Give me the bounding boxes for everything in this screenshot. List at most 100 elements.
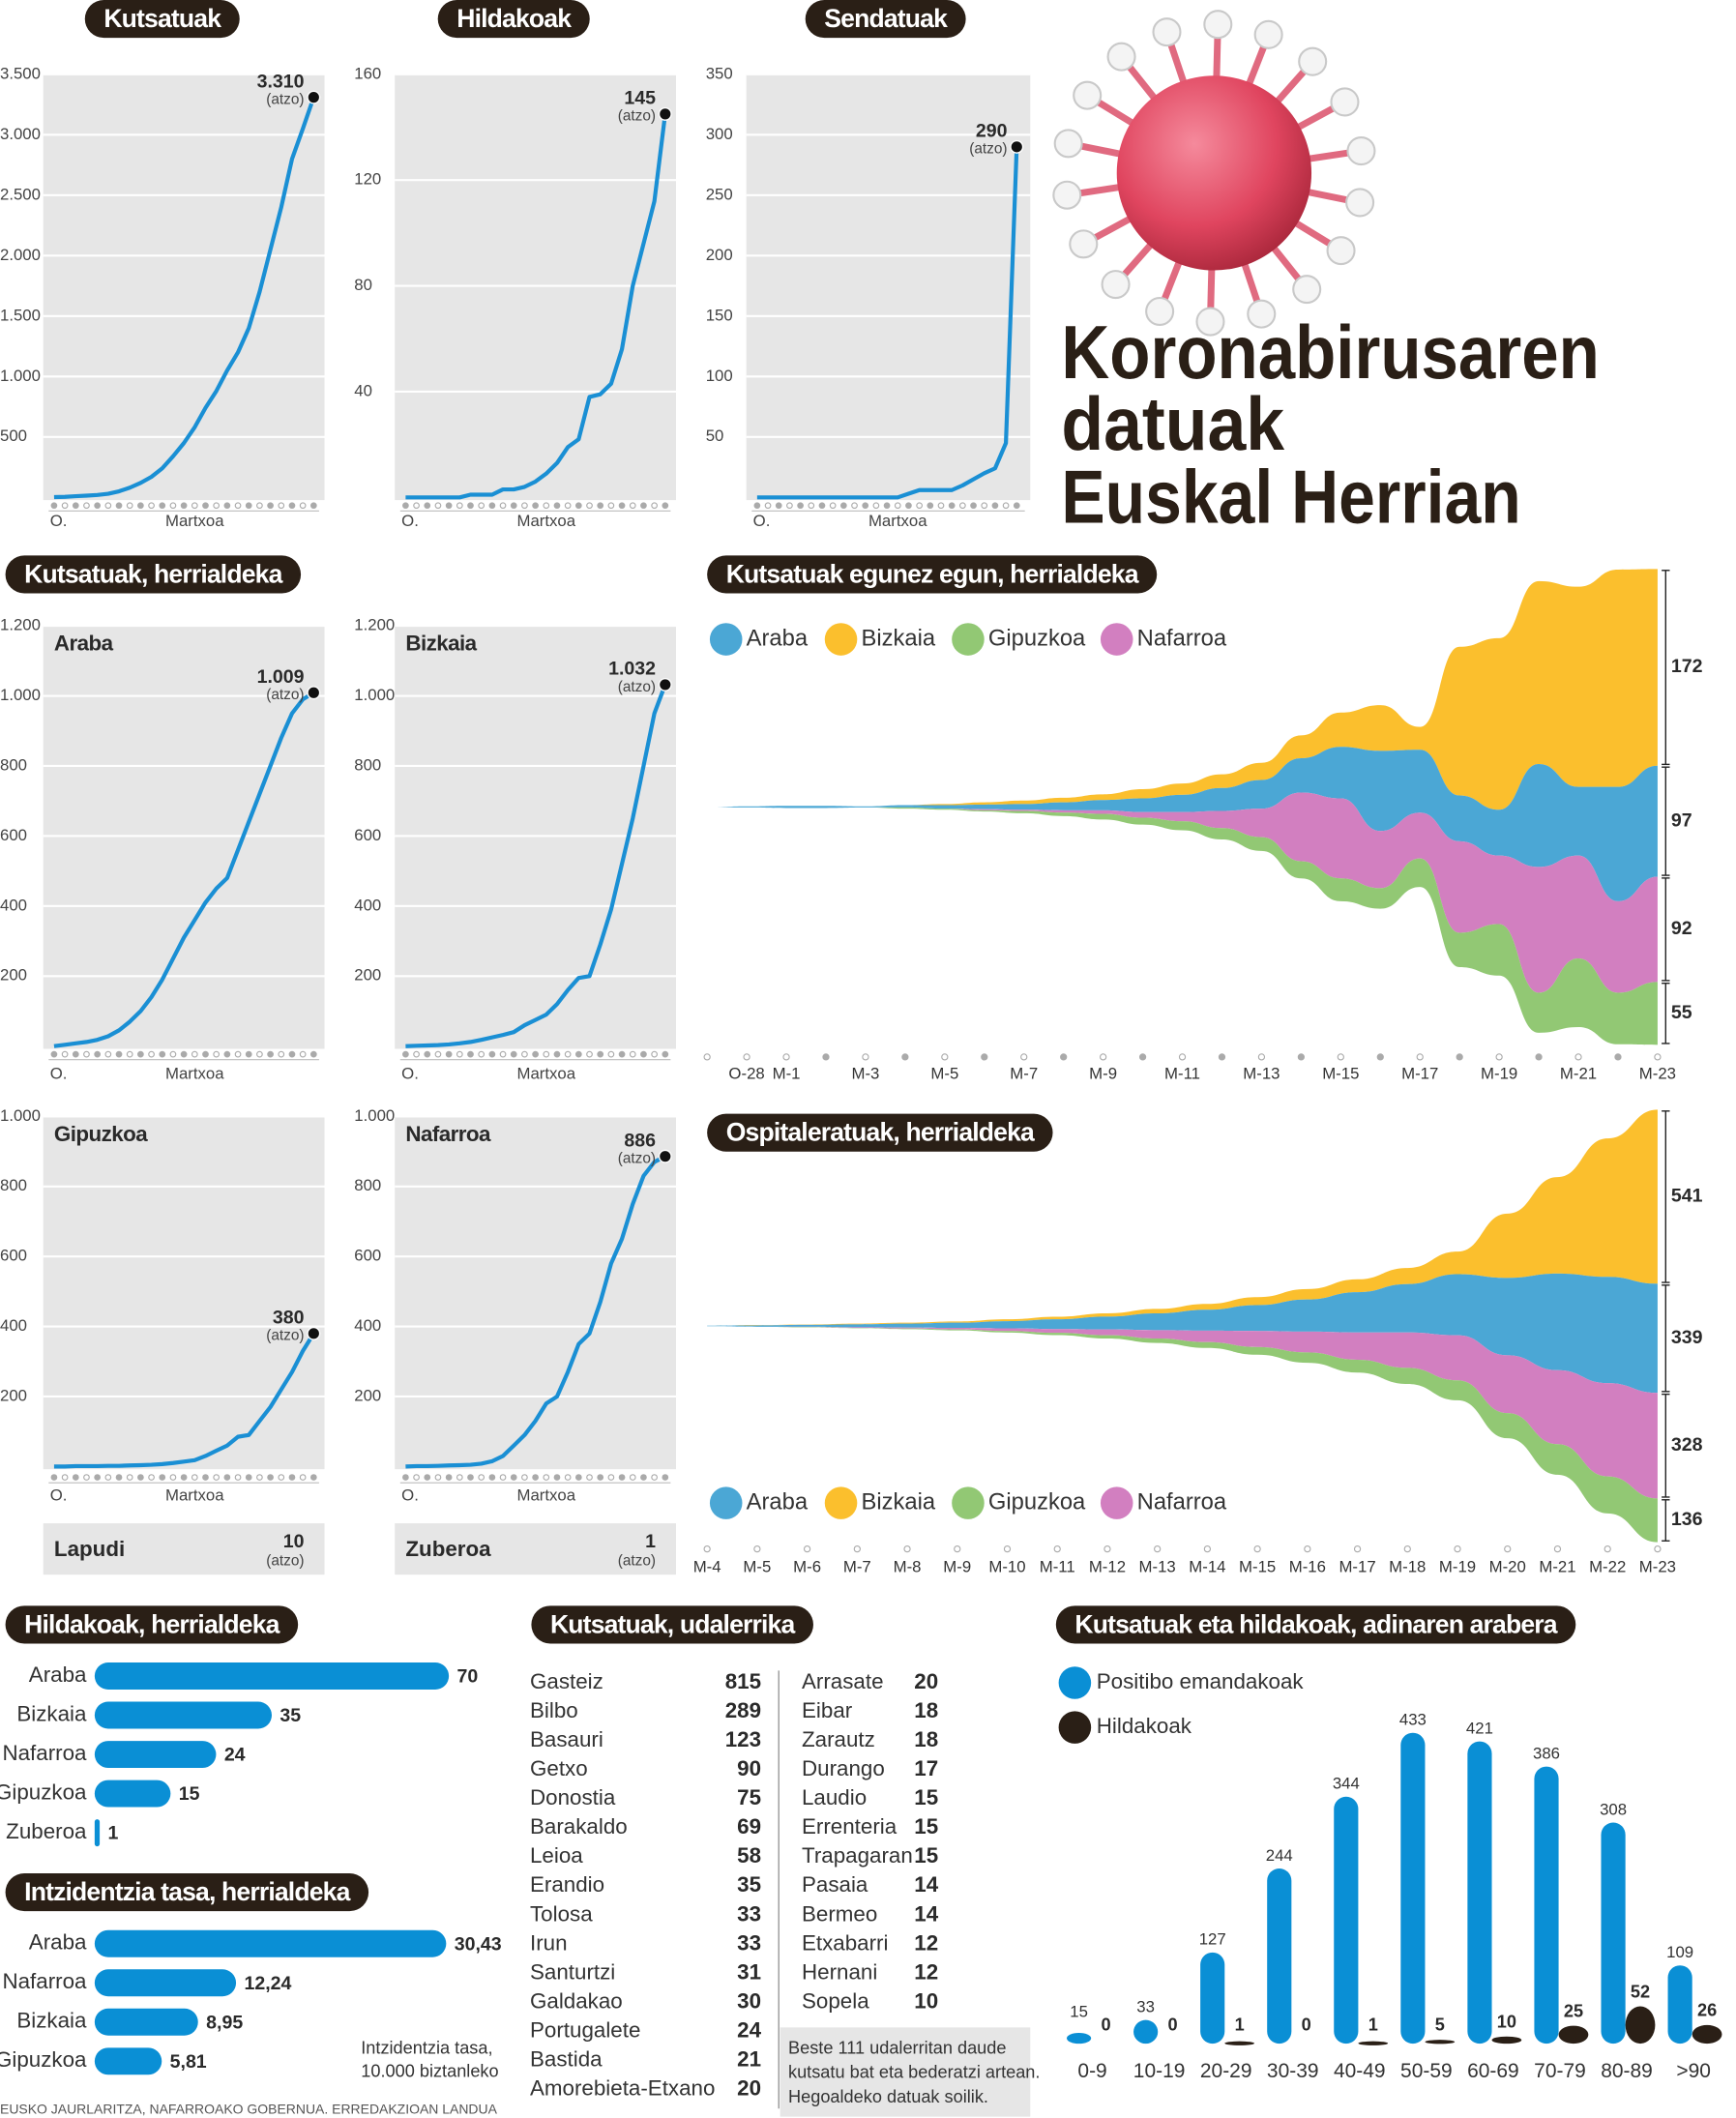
x-tick-dot xyxy=(288,1050,296,1058)
x-tick-dot xyxy=(1002,502,1010,510)
category-label: Araba xyxy=(29,1662,87,1687)
virus-tip xyxy=(1052,180,1082,210)
legend-label: Gipuzkoa xyxy=(988,1488,1086,1515)
x-tick-dot xyxy=(83,502,90,510)
section-title: Hildakoak, herrialdeka xyxy=(24,1609,280,1638)
end-label: 136 xyxy=(1671,1509,1703,1530)
x-tick-dot xyxy=(169,1474,177,1481)
town-name: Eibar xyxy=(802,1698,853,1722)
stream-area xyxy=(707,1273,1658,1394)
x-tick-label: 50-59 xyxy=(1400,2060,1453,2082)
value-label: 24 xyxy=(224,1745,246,1766)
x-tick-dot xyxy=(808,502,815,510)
section-title: Kutsatuak egunez egun, herrialdeka xyxy=(726,559,1139,588)
x-tick-label: O. xyxy=(50,1065,68,1083)
y-tick-label: 1.200 xyxy=(0,616,41,634)
x-tick-dot xyxy=(488,1474,496,1481)
note: 10.000 biztanleko xyxy=(361,2061,498,2080)
x-tick-dot xyxy=(651,502,658,510)
x-tick-dot xyxy=(267,502,274,510)
x-tick-dot xyxy=(1614,1053,1622,1061)
y-tick-label: 1.000 xyxy=(0,1106,41,1125)
x-tick-label: M-17 xyxy=(1401,1065,1438,1083)
virus-tip xyxy=(1152,17,1182,47)
x-tick-dot xyxy=(1003,1544,1012,1553)
section-pill xyxy=(5,1873,369,1912)
town-value: 14 xyxy=(914,1872,938,1897)
y-tick-label: 1.200 xyxy=(354,616,395,634)
category-label: Nafarroa xyxy=(2,1969,87,1993)
legend-label: Nafarroa xyxy=(1137,625,1227,651)
x-tick-dot xyxy=(894,502,901,510)
town-name: Zarautz xyxy=(802,1727,875,1751)
value-label: 5,81 xyxy=(170,2051,207,2073)
legend-swatch xyxy=(952,1486,985,1519)
y-tick-label: 100 xyxy=(706,367,733,385)
section-title: Kutsatuak, udalerrika xyxy=(550,1609,795,1638)
y-tick-label: 1.500 xyxy=(0,306,41,324)
y-tick-label: 800 xyxy=(0,1176,27,1194)
extra-note: (atzo) xyxy=(266,1552,304,1569)
town-name: Amorebieta-Etxano xyxy=(530,2076,715,2101)
x-tick-dot xyxy=(488,502,496,510)
x-tick-dot xyxy=(959,502,966,510)
x-tick-label: M-5 xyxy=(930,1065,958,1083)
bar xyxy=(94,1662,450,1690)
x-tick-label: M-12 xyxy=(1089,1558,1126,1576)
x-tick-dot xyxy=(662,1474,669,1481)
x-tick-dot xyxy=(553,1474,561,1481)
x-tick-dot xyxy=(180,1474,188,1481)
y-tick-label: 1.000 xyxy=(354,1106,395,1125)
x-tick-dot xyxy=(618,502,626,510)
x-tick-dot xyxy=(61,502,69,510)
x-tick-dot xyxy=(424,1474,431,1481)
town-value: 12 xyxy=(914,1959,938,1984)
x-tick-label: 20-29 xyxy=(1200,2060,1252,2082)
x-tick-dot xyxy=(115,502,123,510)
extra-name: Zuberoa xyxy=(405,1537,491,1561)
x-tick-dot xyxy=(521,1474,528,1481)
end-note: (atzo) xyxy=(618,679,656,695)
x-tick-label: 80-89 xyxy=(1601,2060,1653,2082)
stream-area xyxy=(707,1326,1658,1543)
x-tick-dot xyxy=(499,1050,507,1058)
x-tick-dot xyxy=(851,502,858,510)
x-tick-dot xyxy=(553,1050,561,1058)
value-label: 421 xyxy=(1466,1719,1493,1737)
x-tick-dot xyxy=(629,502,636,510)
y-tick-label: 500 xyxy=(0,427,27,445)
x-tick-label: Martxoa xyxy=(516,512,575,530)
y-tick-label: 2.000 xyxy=(0,246,41,264)
x-tick-dot xyxy=(267,1050,274,1058)
end-point xyxy=(658,106,672,121)
y-tick-label: 400 xyxy=(354,1316,381,1335)
x-tick-label: M-7 xyxy=(1010,1065,1038,1083)
section-title: Kutsatuak xyxy=(103,4,221,33)
x-tick-label: O. xyxy=(753,512,771,530)
value-label: 10 xyxy=(1497,2013,1516,2032)
chart-title: Nafarroa xyxy=(405,1122,491,1146)
x-tick-dot xyxy=(424,1050,431,1058)
x-tick-dot xyxy=(818,502,826,510)
x-tick-dot xyxy=(299,1050,307,1058)
virus-tip xyxy=(1345,188,1375,218)
y-tick-label: 800 xyxy=(0,755,27,774)
y-tick-label: 80 xyxy=(354,276,372,294)
end-point xyxy=(658,1149,672,1163)
note: Intzidentzia tasa, xyxy=(361,2039,492,2058)
death-mark xyxy=(1224,2041,1255,2045)
town-name: Bastida xyxy=(530,2047,603,2072)
x-tick-dot xyxy=(564,1050,572,1058)
x-tick-dot xyxy=(803,1544,811,1553)
x-tick-dot xyxy=(937,502,945,510)
y-tick-label: 120 xyxy=(354,170,381,189)
legend-label: Positibo emandakoak xyxy=(1097,1669,1305,1693)
x-tick-dot xyxy=(499,502,507,510)
x-tick-dot xyxy=(202,1050,209,1058)
extra-note: (atzo) xyxy=(618,1552,656,1569)
town-value: 18 xyxy=(914,1698,938,1722)
x-tick-dot xyxy=(72,1474,79,1481)
value-label: 0 xyxy=(1101,2015,1110,2035)
town-value: 17 xyxy=(914,1756,938,1780)
